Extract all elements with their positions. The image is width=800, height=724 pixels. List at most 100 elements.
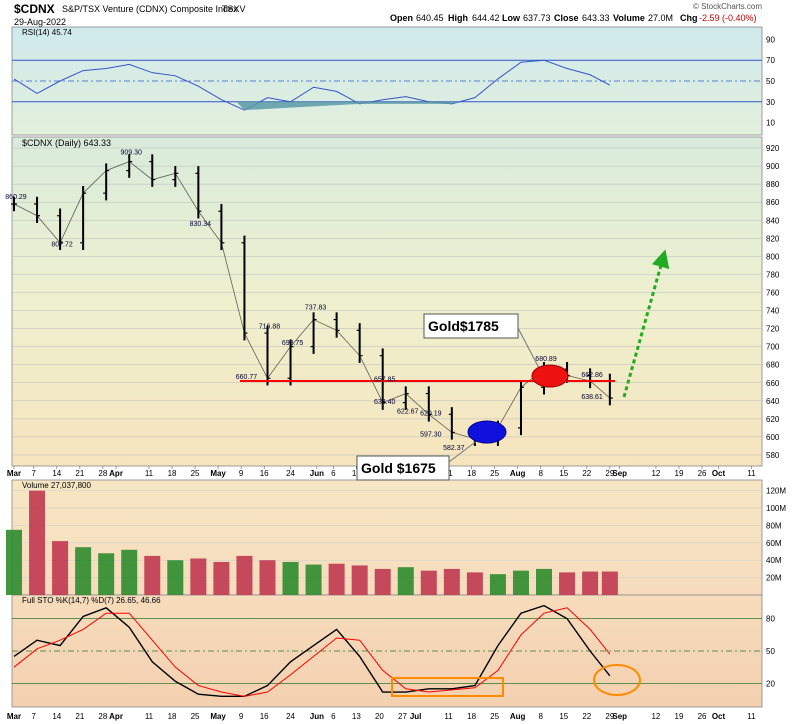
x-tick-label: 25 [490,469,499,478]
volume-bar [144,555,161,595]
price-data-label: 662.86 [581,372,603,379]
x-tick-label: Oct [712,712,726,721]
chg-value: -2.59 (-0.40%) [699,13,757,23]
x-tick-label: 19 [675,469,684,478]
x-tick-label: 9 [239,712,244,721]
bullish-trend-arrow [622,249,670,398]
volume-tick-label: 120M [766,487,786,496]
x-tick-label: 24 [286,469,295,478]
x-tick-label: 14 [52,469,61,478]
price-data-label: 680.89 [535,356,557,363]
price-tick-label: 620 [766,415,780,424]
watermark: © StockCharts.com [693,2,762,11]
x-tick-label: Jul [410,712,422,721]
price-tick-label: 580 [766,451,780,460]
volume-bar [536,568,553,595]
x-tick-label: 6 [331,712,336,721]
volume-tick-label: 20M [766,574,782,583]
x-tick-label: Apr [109,469,123,478]
price-tick-label: 700 [766,343,780,352]
x-tick-label: 15 [559,469,568,478]
x-tick-label: 18 [467,712,476,721]
rsi-chart: 10 30 50 70 90 [12,35,775,128]
price-tick-label: 800 [766,252,780,261]
volume-chart: 20M 40M 60M 80M 100M 120M [6,487,786,595]
volume-tick-label: 100M [766,504,786,513]
stochastic-chart: 20 50 80 [12,604,775,698]
x-tick-label: 21 [75,469,84,478]
x-tick-label: 27 [398,712,407,721]
volume-tick-label: 40M [766,556,782,565]
close-value: 643.33 [582,13,610,23]
price-tick-label: 720 [766,325,780,334]
volume-tick-label: 80M [766,521,782,530]
price-tick-label: 640 [766,397,780,406]
volume-bar [259,560,276,595]
volume-label: Volume [613,13,645,23]
chart-date: 29-Aug-2022 [14,17,66,27]
price-data-label: 633.40 [374,399,396,406]
open-label: Open [390,13,413,23]
x-tick-label: 18 [168,712,177,721]
price-data-label: 909.30 [121,150,143,157]
price-data-label: 582.37 [443,445,465,452]
x-tick-label: 21 [75,712,84,721]
x-tick-label: 25 [191,712,200,721]
price-data-label: 716.88 [259,323,281,330]
price-annotations: Gold$1785 Gold $1675 [356,249,670,481]
x-tick-label: 18 [168,469,177,478]
x-tick-label: May [210,469,226,478]
price-chart: 580 600 620 640 660 680 700 720 740 760 780 800 820 8… [5,144,780,460]
x-tick-label: 22 [582,469,591,478]
x-tick-label: 26 [698,712,707,721]
exchange-label: TSXV [222,4,246,14]
rsi-tick-label: 90 [766,35,775,44]
x-tick-label: 29 [605,712,614,721]
volume-bar [167,560,184,595]
gold-low-callout-box [356,455,450,481]
sto-legend: Full STO %K(14,7) %D(7) 26.65, 46.66 [22,596,161,605]
close-label: Close [554,13,579,23]
x-tick-label: May [210,712,226,721]
volume-bar [52,541,69,595]
x-tick-label: 8 [538,712,543,721]
low-value: 637.73 [523,13,551,23]
x-tick-label: 16 [260,469,269,478]
volume-bar [236,555,253,595]
x-tick-label: 29 [605,469,614,478]
volume-bar [601,571,618,595]
volume-legend: Volume 27,037,800 [22,481,91,490]
x-tick-label: 11 [145,712,154,721]
open-value: 640.45 [416,13,444,23]
sto-circle-highlight [593,664,641,696]
volume-bar [374,568,391,595]
price-data-label: 622.67 [397,408,419,415]
volume-bar [351,565,368,595]
volume-bar [98,553,115,595]
chg-label: Chg [680,13,698,23]
volume-bar [282,561,299,595]
price-data-label: 830.34 [190,221,212,228]
ohlc-readout: Open 640.45 High 644.42 Low 637.73 Close… [390,13,757,23]
rsi-legend: RSI(14) 45.74 [22,28,72,37]
gold-low-pointer [448,439,479,463]
price-data-label: 657.85 [374,377,396,384]
x-tick-label: 25 [191,469,200,478]
x-tick-label: Aug [510,469,526,478]
price-data-label: 698.75 [282,340,304,347]
price-data-label: 620.19 [420,411,442,418]
price-tick-label: 920 [766,144,780,153]
x-tick-label: 22 [582,712,591,721]
x-tick-label: 20 [375,712,384,721]
x-tick-label: 15 [559,712,568,721]
sto-legend-text: Full STO %K(14,7) %D(7) 26.65, 46.66 [22,596,161,605]
rsi-tick-label: 30 [766,98,775,107]
price-tick-label: 880 [766,180,780,189]
x-axis-bottom: Mar 7 14 21 28 Apr 11 18 25 May 9 16 24 Jun 6 13 20 27 Jul… [7,712,756,721]
x-tick-label: 19 [675,712,684,721]
gold-high-callout: Gold$1785 [428,318,499,334]
volume-bar [6,529,22,595]
oversold-highlight-box [391,677,504,697]
x-tick-label: 16 [260,712,269,721]
sto-k-line [13,604,611,698]
